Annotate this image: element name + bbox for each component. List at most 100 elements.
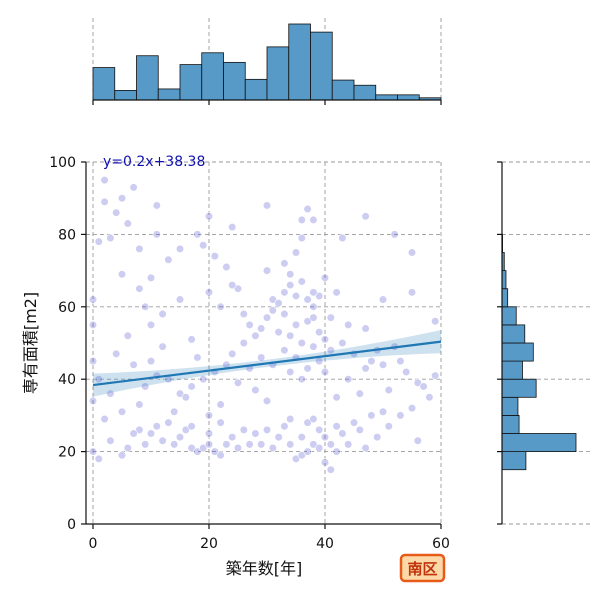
district-badge: 南区 xyxy=(399,553,446,583)
scatter-point xyxy=(129,429,138,438)
x-axis-title: 築年数[年] xyxy=(226,559,303,578)
right-histogram-bar xyxy=(501,433,577,453)
scatter-point xyxy=(291,320,301,330)
scatter-point xyxy=(251,385,260,395)
scatter-point xyxy=(280,288,289,297)
scatter-point xyxy=(257,440,266,449)
scatter-point xyxy=(286,440,295,449)
right-histogram-bar xyxy=(501,396,519,416)
y-tick-label: 80 xyxy=(58,227,76,243)
x-tick-label: 0 xyxy=(89,536,98,552)
scatter-point xyxy=(291,291,301,301)
scatter-point xyxy=(326,465,335,474)
scatter-point xyxy=(112,349,121,358)
scatter-point xyxy=(320,433,330,442)
scatter-point xyxy=(297,451,306,460)
top-histogram-bar xyxy=(310,31,333,101)
scatter-point xyxy=(431,371,440,380)
y-tick-label: 40 xyxy=(58,372,76,388)
y-tick-label: 20 xyxy=(58,445,76,461)
y-axis-title: 専有面積[m2] xyxy=(21,292,40,394)
y-tick-label: 100 xyxy=(49,155,76,171)
scatter-point xyxy=(123,331,132,340)
scatter-point xyxy=(297,233,306,243)
scatter-point xyxy=(425,393,434,402)
scatter-point xyxy=(204,288,214,297)
y-tick-label: 60 xyxy=(58,300,76,316)
scatter-point xyxy=(390,230,399,239)
scatter-point xyxy=(297,433,306,442)
scatter-point xyxy=(158,436,167,445)
scatter-point xyxy=(181,393,190,402)
scatter-point xyxy=(384,422,393,431)
scatter-point xyxy=(239,425,248,434)
scatter-point xyxy=(320,367,330,377)
scatter-point xyxy=(210,252,219,261)
scatter-point xyxy=(233,378,243,387)
scatter-point xyxy=(106,389,115,398)
top-histogram-bar xyxy=(288,23,311,101)
scatter-point xyxy=(228,433,237,442)
right-histogram-bar xyxy=(501,414,520,434)
scatter-point xyxy=(152,230,161,239)
scatter-point xyxy=(170,407,179,416)
scatter-point xyxy=(187,422,196,431)
scatter-point xyxy=(303,295,312,304)
scatter-point xyxy=(303,317,312,326)
scatter-point xyxy=(315,443,324,453)
scatter-point xyxy=(378,407,388,416)
top-histogram-bar xyxy=(353,84,377,101)
top-histogram-ticks xyxy=(92,100,442,105)
scatter-point xyxy=(320,335,330,344)
scatter-point xyxy=(303,418,312,427)
right-histogram-bar xyxy=(501,324,526,344)
scatter-point xyxy=(141,440,150,449)
scatter-point xyxy=(332,288,341,297)
scatter-point xyxy=(216,400,225,409)
scatter-point xyxy=(396,411,405,420)
regression-equation: y=0.2x+38.38 xyxy=(103,154,205,170)
scatter-point xyxy=(361,443,370,453)
scatter-point xyxy=(100,414,109,424)
scatter-point xyxy=(274,433,283,442)
scatter-point xyxy=(135,400,144,409)
scatter-point xyxy=(309,440,318,449)
scatter-point xyxy=(123,219,132,228)
x-tick-label: 40 xyxy=(316,536,334,552)
scatter-point xyxy=(146,429,156,438)
scatter-point xyxy=(309,313,318,322)
scatter-point xyxy=(320,458,330,467)
scatter-point xyxy=(291,454,301,463)
scatter-point xyxy=(355,389,364,398)
scatter-point xyxy=(204,411,214,420)
x-tick-label: 20 xyxy=(200,536,218,552)
scatter-point xyxy=(309,414,318,424)
scatter-point xyxy=(204,440,214,449)
scatter-point xyxy=(268,306,277,315)
scatter-point xyxy=(170,440,179,449)
scatter-point xyxy=(210,447,219,456)
top-histogram-bar xyxy=(201,52,224,101)
scatter-point xyxy=(274,299,283,308)
scatter-point xyxy=(135,425,144,434)
scatter-point xyxy=(407,404,417,413)
scatter-point xyxy=(222,440,231,449)
scatter-point xyxy=(262,313,272,322)
scatter-point xyxy=(413,436,422,445)
scatter-point xyxy=(297,277,306,286)
scatter-points xyxy=(88,176,440,474)
scatter-point xyxy=(106,233,115,243)
scatter-point xyxy=(193,230,202,239)
scatter-point xyxy=(112,208,121,217)
scatter-point xyxy=(332,447,341,456)
scatter-point xyxy=(280,422,289,431)
scatter-point xyxy=(303,204,312,214)
scatter-point xyxy=(106,436,115,445)
right-histogram-ticks xyxy=(497,161,502,525)
scatter-point xyxy=(199,241,208,250)
scatter-point xyxy=(286,270,295,279)
scatter-point xyxy=(320,273,330,282)
scatter-point xyxy=(396,357,405,366)
scatter-point xyxy=(349,418,359,427)
scatter-point xyxy=(187,335,196,344)
